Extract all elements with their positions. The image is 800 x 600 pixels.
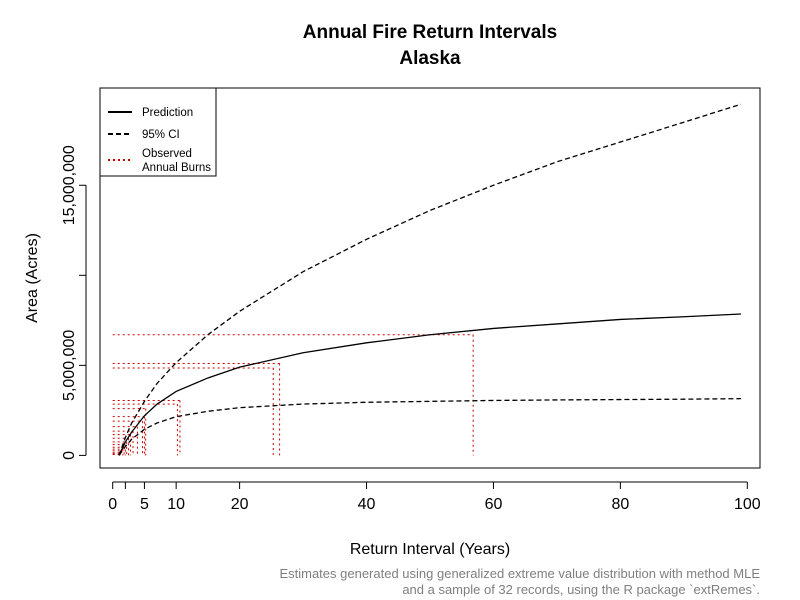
caption-line-1: Estimates generated using generalized ex… xyxy=(279,566,760,581)
y-tick-label-1: 5,000,000 xyxy=(61,330,78,401)
x-axis: 0 5 10 20 40 60 80 100 xyxy=(108,481,761,513)
legend: Prediction 95% CI Observed Annual Burns xyxy=(99,87,217,177)
legend-box xyxy=(99,87,217,177)
legend-label-observed-line-1: Annual Burns xyxy=(142,162,211,174)
plot-frame xyxy=(99,87,761,469)
x-tick-label-3: 10 xyxy=(167,496,185,513)
legend-label-observed: Observed Annual Burns xyxy=(142,148,211,174)
x-tick-label-7: 80 xyxy=(611,496,629,513)
chart-title: Annual Fire Return Intervals xyxy=(303,22,557,43)
x-axis-label: Return Interval (Years) xyxy=(350,541,510,558)
x-tick-label-6: 60 xyxy=(485,496,503,513)
fire-return-chart: Annual Fire Return Intervals Alaska 0 5 10… xyxy=(24,22,761,558)
y-axis: 0 5,000,000 15,000,000 xyxy=(61,145,87,460)
series-line-0 xyxy=(118,313,741,456)
x-tick-label-2: 5 xyxy=(140,496,149,513)
legend-label-prediction: Prediction xyxy=(142,107,193,119)
legend-label-observed-line-0: Observed xyxy=(142,148,192,160)
observed-burns-layer xyxy=(112,334,474,456)
caption: Estimates generated using generalized ex… xyxy=(279,566,760,598)
y-axis-label: Area (Acres) xyxy=(24,233,41,323)
x-tick-label-5: 40 xyxy=(358,496,376,513)
caption-line-2: and a sample of 32 records, using the R … xyxy=(402,582,760,597)
x-tick-label-8: 100 xyxy=(734,496,761,513)
series-line-1 xyxy=(118,103,742,456)
x-tick-label-4: 20 xyxy=(231,496,249,513)
chart-subtitle: Alaska xyxy=(399,48,461,69)
series-layer xyxy=(118,103,742,456)
legend-label-ci: 95% CI xyxy=(142,129,180,141)
x-tick-label-0: 0 xyxy=(108,496,117,513)
y-tick-label-3: 15,000,000 xyxy=(61,145,78,225)
series-line-2 xyxy=(118,398,741,456)
y-tick-label-0: 0 xyxy=(61,451,78,460)
